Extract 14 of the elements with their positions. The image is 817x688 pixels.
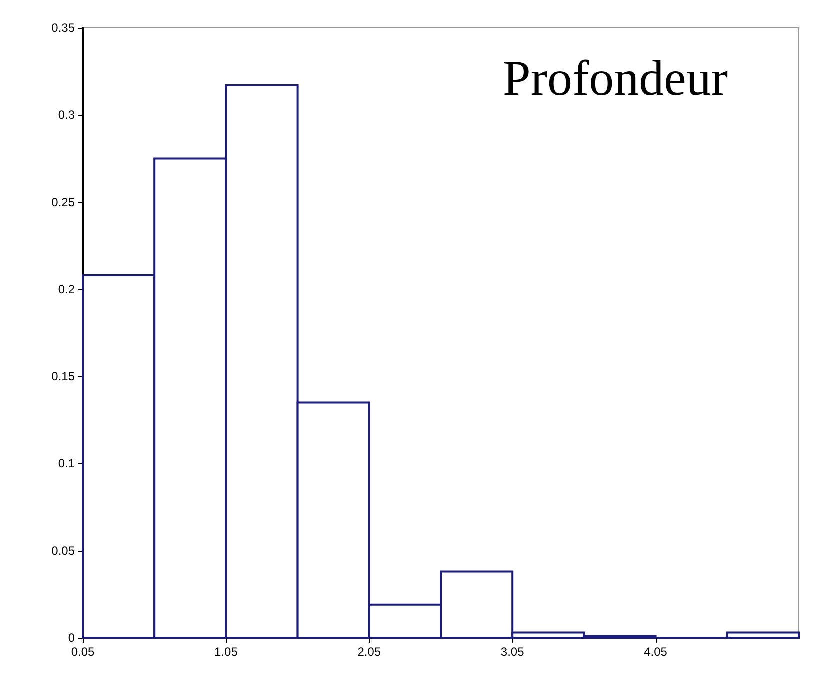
x-tick-label: 2.05 bbox=[358, 645, 382, 659]
x-tick-label: 4.05 bbox=[644, 645, 668, 659]
y-tick-label: 0.3 bbox=[58, 108, 76, 122]
y-tick-label: 0.1 bbox=[58, 456, 76, 471]
x-tick-label: 1.05 bbox=[214, 645, 238, 659]
y-tick-label: 0.05 bbox=[52, 544, 76, 558]
y-tick-label: 0.35 bbox=[52, 21, 76, 35]
chart-title: Profondeur bbox=[503, 50, 728, 106]
y-tick-label: 0 bbox=[68, 631, 76, 645]
y-tick-label: 0.2 bbox=[58, 282, 76, 296]
y-tick-label: 0.15 bbox=[52, 370, 76, 384]
x-tick-label: 0.05 bbox=[71, 645, 95, 659]
x-tick-label: 3.05 bbox=[500, 645, 525, 659]
y-tick-label: 0.25 bbox=[52, 195, 76, 210]
